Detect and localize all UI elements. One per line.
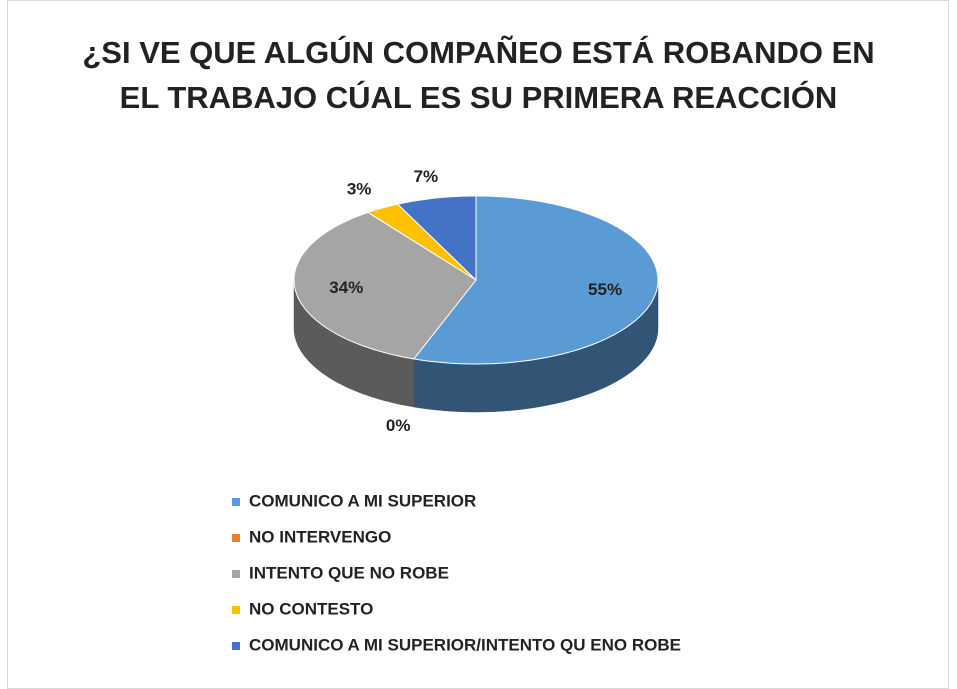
slice [396,195,477,282]
legend-swatch [232,498,240,506]
legend-label: INTENTO QUE NO ROBE [249,563,449,582]
data-label: 55% [588,280,622,299]
legend-label: COMUNICO A MI SUPERIOR/INTENTO QU ENO RO… [249,635,681,654]
data-label: 34% [329,278,363,297]
data-label: 3% [347,179,372,198]
legend-label: NO CONTESTO [249,599,373,618]
legend-label: COMUNICO A MI SUPERIOR [249,491,476,510]
legend-swatch [232,570,240,578]
data-label: 0% [386,416,411,435]
chart-title: ¿SI VE QUE ALGÚN COMPAÑEO ESTÁ ROBANDO E… [82,35,875,115]
legend-swatch [232,534,240,542]
legend-swatch [232,606,240,614]
legend-swatch [232,642,240,650]
legend-label: NO INTERVENGO [249,527,391,546]
slice [366,203,477,281]
slice [412,195,659,365]
data-label: 7% [414,167,439,186]
slice [293,211,477,360]
